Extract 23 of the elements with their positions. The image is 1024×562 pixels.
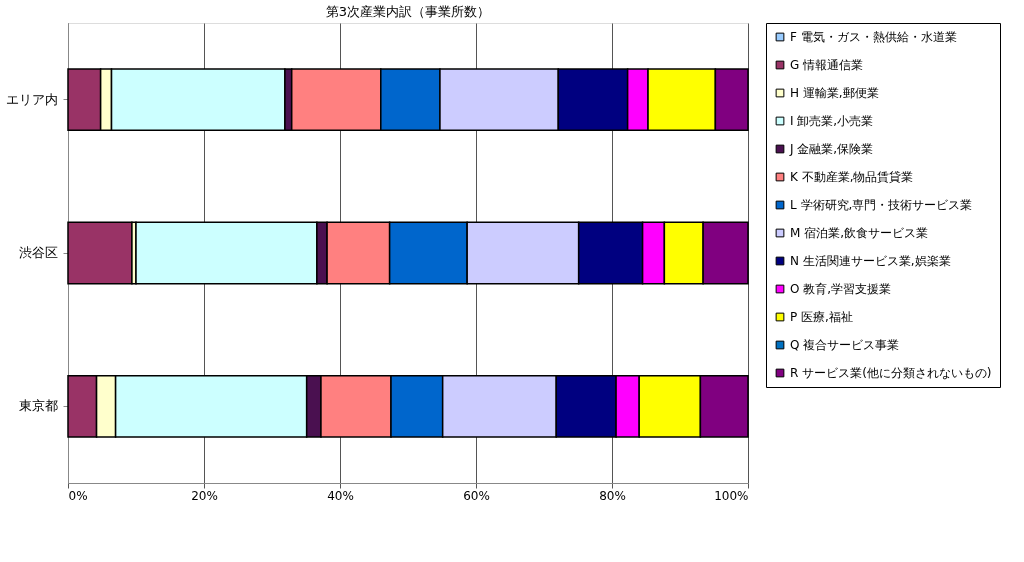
- chart-title: 第3次産業内訳（事業所数）: [325, 3, 491, 19]
- legend-label: J 金融業,保険業: [789, 142, 874, 156]
- legend-label: O 教育,学習支援業: [790, 282, 892, 296]
- legend-label: F 電気・ガス・熱供給・水道業: [790, 30, 957, 44]
- legend-label: Q 複合サービス事業: [790, 338, 900, 352]
- y-tick-label: エリア内: [5, 91, 58, 107]
- x-tick-label: 40%: [327, 488, 354, 503]
- legend-label: L 学術研究,専門・技術サービス業: [790, 198, 973, 212]
- x-tick-label: 60%: [463, 488, 490, 503]
- x-tick-label: 100%: [714, 488, 749, 503]
- legend-label: H 運輸業,郵便業: [790, 86, 879, 100]
- legend-label: N 生活関連サービス業,娯楽業: [790, 254, 951, 268]
- legend-label: G 情報通信業: [790, 58, 864, 72]
- legend-label: R サービス業(他に分類されないもの): [790, 366, 992, 380]
- y-tick-label: 渋谷区: [18, 245, 58, 260]
- legend-label: K 不動産業,物品賃貸業: [790, 170, 914, 184]
- legend-label: I 卸売業,小売業: [790, 114, 874, 128]
- y-tick-label: 東京都: [18, 398, 58, 414]
- x-tick-label: 20%: [191, 488, 218, 503]
- legend-label: P 医療,福祉: [790, 310, 853, 324]
- legend-label: M 宿泊業,飲食サービス業: [790, 226, 928, 240]
- x-tick-label: 80%: [599, 488, 626, 503]
- x-tick-label: 0%: [68, 488, 88, 503]
